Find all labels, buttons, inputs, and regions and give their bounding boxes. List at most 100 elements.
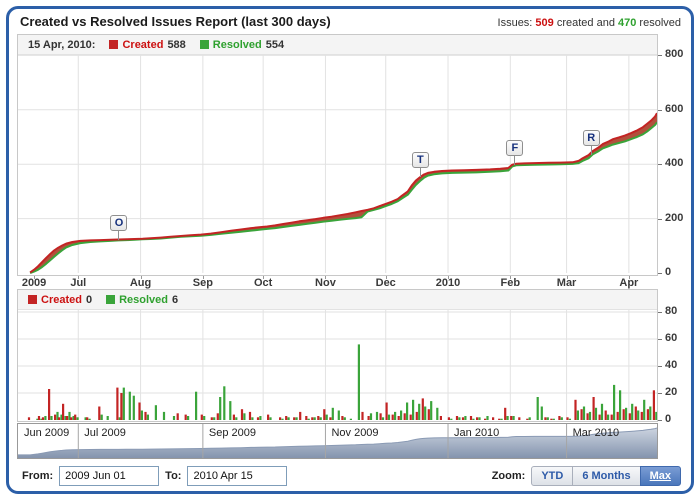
created-bar <box>439 416 442 420</box>
range-navigator[interactable]: Jun 2009 Jul 2009 Sep 2009 Nov 2009 Jan 2010… <box>17 423 658 459</box>
created-bar <box>176 413 179 421</box>
from-label: From: <box>22 470 54 482</box>
created-bar <box>210 417 213 420</box>
created-bar <box>240 409 244 420</box>
resolved-bar <box>540 406 543 420</box>
created-bar <box>476 417 479 420</box>
created-bar <box>622 409 625 420</box>
resolved-bar <box>295 417 298 420</box>
created-bar <box>492 417 495 420</box>
resolved-bar <box>576 410 579 420</box>
resolved-bar <box>213 417 216 420</box>
from-date-input[interactable] <box>59 466 160 486</box>
created-bar <box>574 399 577 421</box>
zoom-6months-button[interactable]: 6 Months <box>572 466 641 486</box>
y-axis-tick <box>658 393 662 394</box>
created-legend-value: 0 <box>85 293 93 306</box>
created-bar <box>391 414 394 420</box>
version-flag-O[interactable]: O <box>110 214 128 231</box>
resolved-bar <box>331 407 334 420</box>
created-bar <box>144 411 147 420</box>
resolved-bar <box>400 410 403 420</box>
created-bar <box>311 417 314 420</box>
resolved-bar <box>203 416 206 420</box>
cumulative-chart-plot[interactable] <box>18 54 658 275</box>
navigator-period-label: Jul 2009 <box>84 427 126 439</box>
resolved-legend-swatch <box>199 40 209 49</box>
resolved-bar <box>219 397 222 420</box>
resolved-bar <box>436 407 439 420</box>
version-flag-R[interactable]: R <box>582 129 600 146</box>
created-bar <box>427 409 430 420</box>
resolved-bar <box>243 413 246 421</box>
resolved-bar <box>406 402 409 420</box>
created-bar <box>285 416 288 420</box>
resolved-bar <box>223 386 226 421</box>
zoom-ytd-button[interactable]: YTD <box>531 466 574 486</box>
x-axis-label: Dec <box>375 277 396 289</box>
navigator-svg[interactable] <box>18 424 658 458</box>
to-date-input[interactable] <box>187 466 288 486</box>
created-bar <box>652 390 655 420</box>
created-resolved-gap-area <box>30 113 658 273</box>
resolved-bar <box>613 384 616 420</box>
x-axis-tick <box>566 276 568 279</box>
created-bar <box>37 416 41 420</box>
version-flag-T[interactable]: T <box>411 152 429 169</box>
created-bar <box>421 398 424 420</box>
resolved-bar <box>568 418 571 420</box>
daily-chart-plot[interactable] <box>18 310 660 421</box>
version-flag-F[interactable]: F <box>506 139 524 156</box>
created-legend-label: Created <box>41 293 82 306</box>
resolved-bar <box>64 416 67 420</box>
created-bar <box>504 407 507 420</box>
resolved-bar <box>424 406 427 420</box>
y-axis-tick <box>658 218 662 220</box>
resolved-bar <box>387 414 391 420</box>
created-bar <box>317 416 320 420</box>
resolved-bar <box>375 411 379 420</box>
resolved-bar <box>132 395 135 420</box>
created-bar <box>329 417 332 420</box>
resolved-bar <box>588 411 592 420</box>
daily-chart-panel: Created 0 Resolved 6 <box>17 289 660 422</box>
created-bar <box>634 406 637 420</box>
created-bar <box>484 418 487 420</box>
x-axis-tick <box>34 276 36 279</box>
navigator-period-label: Sep 2009 <box>208 427 256 439</box>
created-bar <box>550 418 553 420</box>
resolved-bar <box>76 417 79 420</box>
resolved-bar <box>325 414 328 420</box>
resolved-legend-value: 6 <box>172 293 179 306</box>
resolved-bar <box>122 387 125 420</box>
resolved-bar <box>146 414 149 420</box>
created-bar <box>385 402 388 420</box>
y-axis-tick <box>658 55 662 57</box>
x-axis-label: 2009 <box>21 277 47 289</box>
created-legend-label: Created <box>122 38 164 51</box>
created-bar <box>27 417 31 420</box>
issues-summary-suffix: resolved <box>636 17 681 29</box>
daily-chart-svg[interactable] <box>18 310 660 421</box>
version-flag-stem <box>590 145 592 155</box>
y-axis-tick <box>658 312 662 313</box>
created-bar <box>116 387 119 420</box>
zoom-max-button[interactable]: Max <box>639 466 681 486</box>
resolved-bar <box>619 390 622 420</box>
cumulative-chart-legend: 15 Apr, 2010: Created 588 Resolved 554 <box>18 35 657 55</box>
created-bar <box>54 414 57 420</box>
issues-created-count: 509 <box>535 17 554 29</box>
created-bar <box>415 411 418 420</box>
created-bar <box>216 413 219 421</box>
resolved-bar <box>552 418 555 420</box>
x-axis-label: Oct <box>253 277 273 289</box>
created-bar <box>120 393 123 420</box>
created-bar <box>248 411 252 420</box>
resolved-bar <box>369 413 373 421</box>
resolved-bar <box>235 417 238 420</box>
cumulative-chart-svg[interactable] <box>18 54 658 275</box>
created-bar <box>86 417 89 420</box>
resolved-bar <box>287 417 290 420</box>
issues-summary-prefix: Issues: <box>497 17 536 29</box>
created-bar <box>409 414 412 420</box>
